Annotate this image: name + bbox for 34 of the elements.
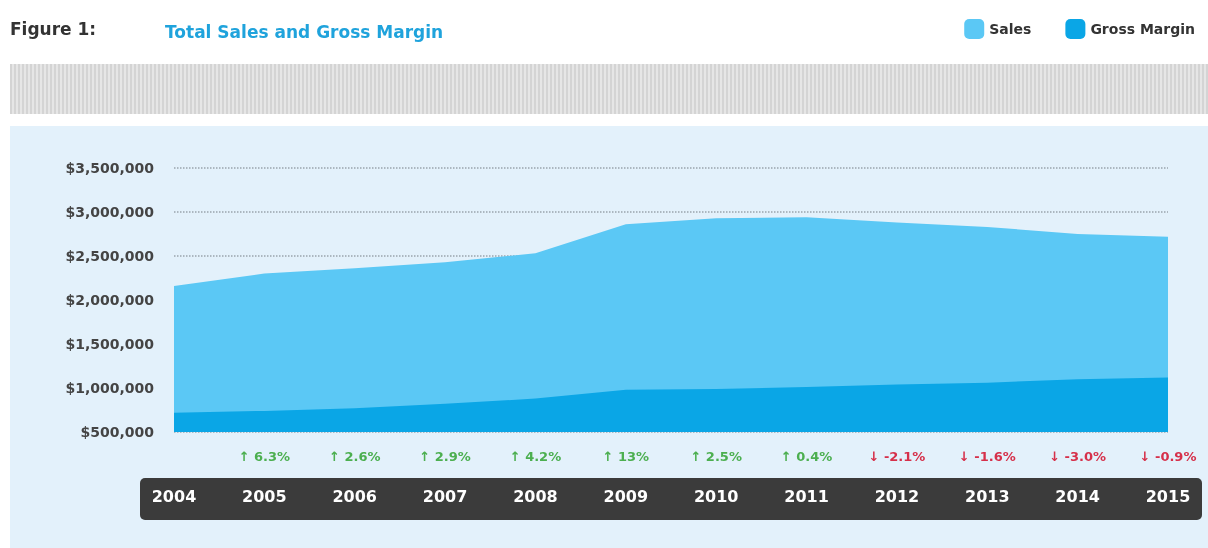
y-tick-label: $500,000 [80,424,155,440]
x-tick-label: 2007 [422,486,468,506]
text: ↓ -3.0% [1049,448,1107,464]
x-tick-label: 2006 [332,486,377,506]
chart-title: Total Sales and Gross Margin [165,21,444,42]
y-tick-label: $1,500,000 [65,336,155,352]
text: ↑ 6.3% [238,448,291,464]
x-tick-label: 2009 [603,486,649,506]
x-tick-label: 2005 [242,486,287,506]
caption: Figure 1: [10,18,97,39]
x-tick-label: 2004 [151,486,197,506]
y-tick-label: $1,000,000 [65,380,155,396]
legend-label: Sales [989,21,1032,37]
x-tick-label: 2011 [784,486,829,506]
x-tick-label: 2008 [513,486,558,506]
text: ↑ 2.6% [328,448,381,464]
y-tick-label: $3,000,000 [65,204,155,220]
text: ↓ -0.9% [1139,448,1197,464]
y-tick-label: $2,000,000 [65,292,155,308]
x-tick-label: 2015 [1145,486,1191,506]
text: ↑ 13% [602,448,650,464]
text: ↑ 0.4% [780,448,833,464]
text: ↑ 4.2% [509,448,562,464]
text: ↓ -2.1% [868,448,926,464]
x-tick-label: 2014 [1055,486,1100,506]
text: ↓ -1.6% [958,448,1016,464]
y-tick-label: $2,500,000 [65,248,155,264]
text: ↑ 2.9% [419,448,471,464]
y-tick-label: $3,500,000 [65,160,155,176]
text: ↑ 2.5% [690,448,742,464]
x-tick-label: 2013 [965,486,1010,506]
x-tick-label: 2012 [874,486,920,506]
x-tick-label: 2010 [693,486,739,506]
legend-label: Gross Margin [1090,21,1195,37]
